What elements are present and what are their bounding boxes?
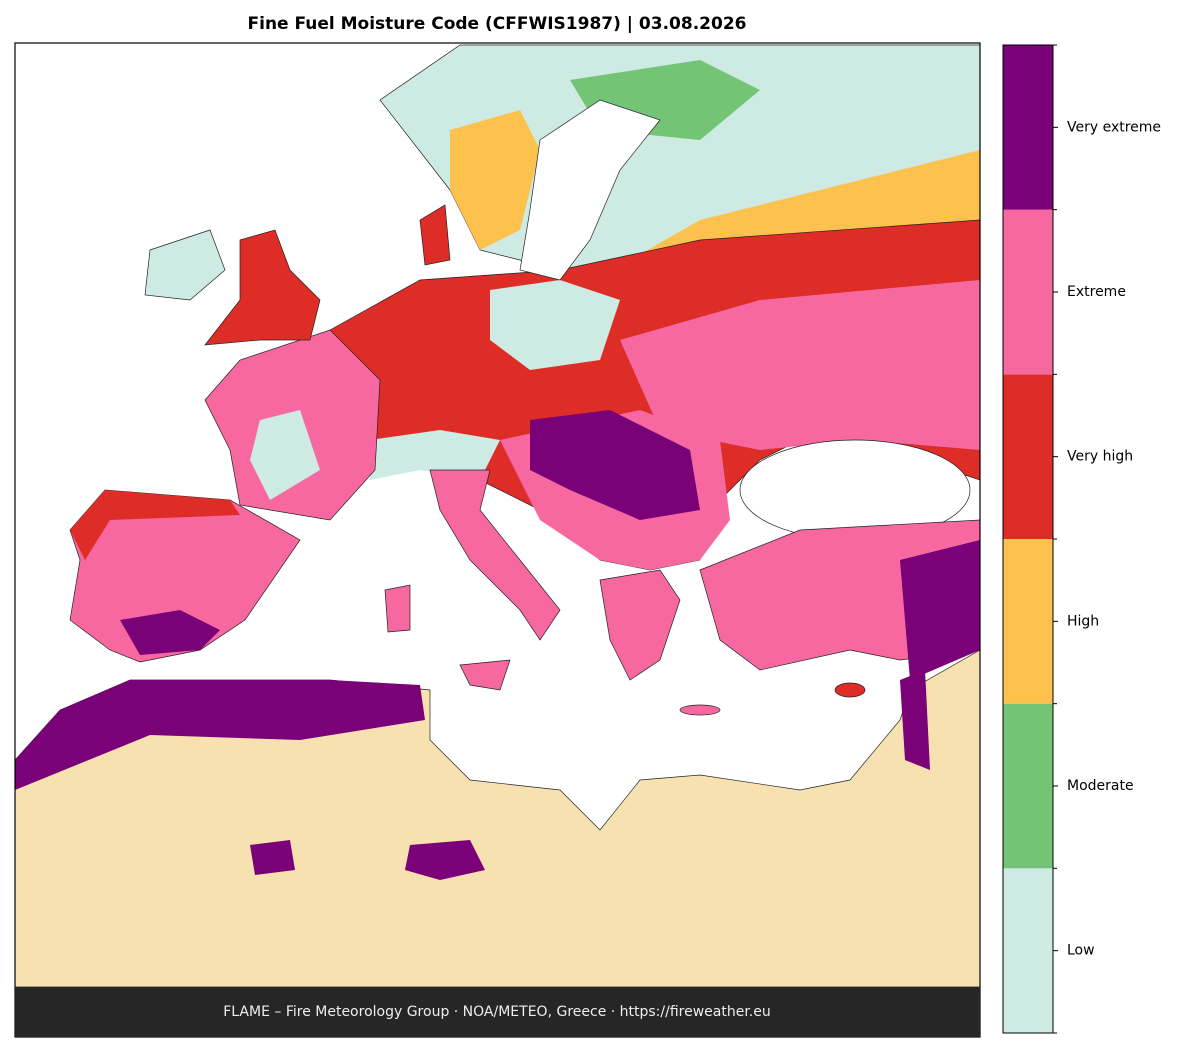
legend-swatch: [1003, 209, 1053, 375]
legend-label: Moderate: [1067, 778, 1134, 794]
iberia-very-extreme: [120, 610, 220, 655]
baltic-sea: [519, 99, 661, 281]
africa-coast-extreme: [15, 680, 425, 790]
legend-label: Very high: [1067, 449, 1133, 465]
britain: [204, 229, 321, 346]
italy: [429, 469, 561, 641]
legend-swatch: [1003, 703, 1053, 869]
sardinia: [384, 584, 411, 633]
alps-low: [370, 430, 500, 480]
colorbar: Low Moderate High Very high Extreme Very extr…: [1002, 44, 1161, 1034]
france-low: [250, 410, 320, 500]
legend-swatch: [1003, 539, 1053, 704]
sweden-high: [450, 110, 540, 250]
map: [15, 43, 980, 987]
footer-text: FLAME – Fire Meteorology Group · NOA/MET…: [223, 1004, 771, 1020]
sicily: [459, 659, 511, 691]
legend-label: Extreme: [1067, 284, 1126, 300]
legend-swatch: [1003, 45, 1053, 210]
denmark: [419, 204, 451, 266]
desert-spot: [250, 840, 295, 875]
cyprus: [834, 682, 866, 698]
legend-swatch: [1003, 374, 1053, 539]
levant: [900, 670, 930, 770]
title: Fine Fuel Moisture Code (CFFWIS1987) | 0…: [248, 14, 747, 34]
crete: [679, 704, 721, 716]
poland-low: [490, 280, 620, 370]
ireland: [144, 229, 226, 301]
legend-swatch: [1003, 868, 1053, 1033]
legend-label: High: [1067, 613, 1099, 629]
desert-spot: [405, 840, 485, 880]
east-extreme: [620, 280, 980, 450]
legend-frame: [1002, 44, 1054, 1034]
east-very-extreme: [900, 540, 980, 680]
legend-label: Very extreme: [1067, 119, 1161, 135]
hungary-very-extreme: [530, 410, 700, 520]
greece: [599, 569, 681, 681]
iberia-coast: [70, 490, 240, 560]
footer-bar: [15, 987, 980, 1037]
legend-label: Low: [1067, 943, 1095, 959]
